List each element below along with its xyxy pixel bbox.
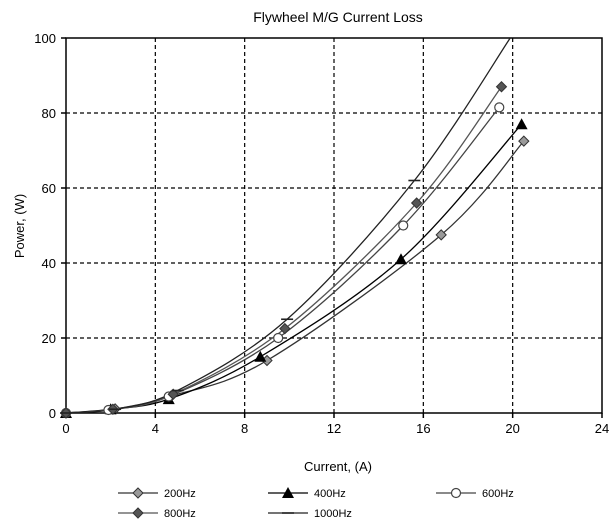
legend-item: 400Hz <box>268 487 346 500</box>
legend-item: 600Hz <box>436 487 514 500</box>
legend-marker <box>282 487 294 498</box>
legend-marker <box>132 487 144 499</box>
legend-item: 800Hz <box>118 507 196 520</box>
legend-label: 1000Hz <box>314 508 352 520</box>
legend-marker <box>132 507 144 519</box>
legend-marker <box>450 487 462 499</box>
y-tick-label: 40 <box>42 256 56 271</box>
legend-label: 600Hz <box>482 488 514 500</box>
series-lines <box>66 38 525 413</box>
data-point-400Hz <box>515 118 528 130</box>
y-tick-label: 20 <box>42 331 56 346</box>
chart-title: Flywheel M/G Current Loss <box>253 9 423 25</box>
x-tick-label: 20 <box>505 421 519 436</box>
legend-label: 400Hz <box>314 488 346 500</box>
data-point-200Hz <box>435 229 447 241</box>
y-axis-label: Power, (W) <box>12 194 27 258</box>
data-point-800Hz <box>167 388 179 400</box>
data-point-800Hz <box>279 322 291 335</box>
grid <box>66 38 602 413</box>
x-axis-label: Current, (A) <box>304 459 372 474</box>
legend-item: 1000Hz <box>268 508 352 520</box>
data-point-400Hz <box>395 253 407 265</box>
y-tick-label: 60 <box>42 181 56 196</box>
legend-item: 200Hz <box>118 487 196 500</box>
legend-label: 800Hz <box>164 508 196 520</box>
series-line-800Hz <box>66 86 503 413</box>
data-point-800Hz <box>410 197 423 209</box>
data-point-600Hz <box>273 332 284 344</box>
y-tick-label: 100 <box>34 31 56 46</box>
data-point-200Hz <box>518 135 530 147</box>
data-point-800Hz <box>495 81 508 93</box>
y-tick-label: 0 <box>49 406 56 421</box>
x-tick-label: 4 <box>152 421 159 436</box>
series-line-200Hz <box>66 140 525 413</box>
data-point-600Hz <box>398 220 409 231</box>
x-tick-label: 8 <box>241 421 248 436</box>
x-tick-label: 16 <box>416 421 430 436</box>
y-tick-label: 80 <box>42 106 56 121</box>
data-point-400Hz <box>254 350 267 362</box>
y-axis-ticks: 0 20 40 60 80 100 <box>34 31 66 421</box>
x-tick-label: 12 <box>327 421 341 436</box>
x-tick-label: 0 <box>62 421 69 436</box>
series-markers <box>60 81 530 419</box>
x-axis-ticks: 0 4 8 12 16 20 24 <box>62 413 609 436</box>
data-point-600Hz <box>494 102 505 113</box>
x-tick-label: 24 <box>595 421 609 436</box>
legend-label: 200Hz <box>164 488 196 500</box>
legend: 200Hz 400Hz 600Hz 800Hz 1000Hz <box>118 487 514 520</box>
series-line-1000Hz <box>66 38 511 413</box>
